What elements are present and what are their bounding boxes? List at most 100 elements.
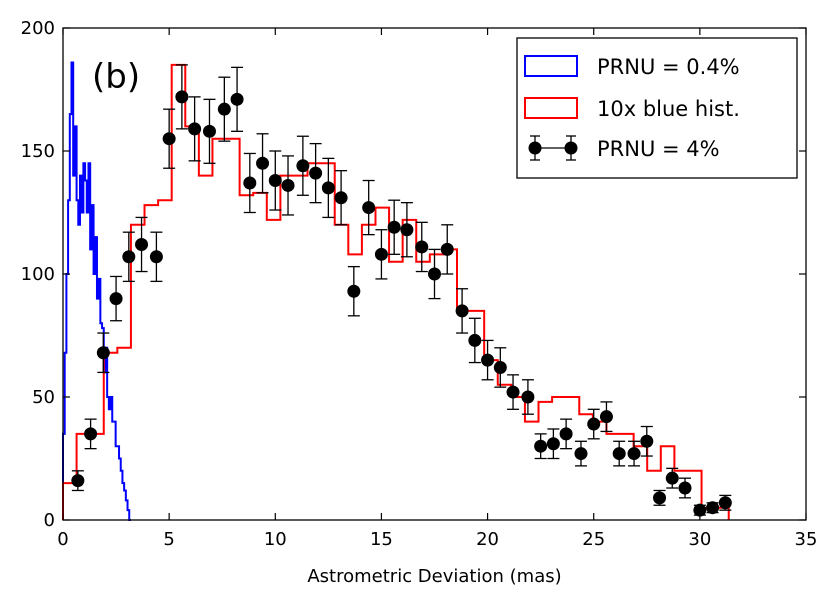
legend-swatch bbox=[528, 135, 578, 161]
data-point bbox=[481, 339, 495, 381]
legend-label: PRNU = 4% bbox=[597, 137, 720, 161]
point-marker bbox=[665, 471, 679, 485]
data-point bbox=[546, 428, 560, 460]
legend-box bbox=[516, 37, 798, 179]
data-point bbox=[455, 288, 469, 334]
data-point bbox=[135, 216, 149, 273]
point-marker bbox=[455, 304, 469, 318]
legend-marker bbox=[528, 141, 542, 155]
y-tick-label: 0 bbox=[44, 510, 55, 531]
x-tick-label: 20 bbox=[476, 529, 499, 550]
point-marker bbox=[296, 159, 310, 173]
data-point bbox=[202, 98, 216, 164]
point-marker bbox=[693, 503, 707, 517]
x-tick-label: 25 bbox=[582, 529, 605, 550]
data-point bbox=[627, 440, 641, 467]
point-marker bbox=[256, 156, 270, 170]
point-marker bbox=[202, 124, 216, 138]
point-marker bbox=[627, 447, 641, 461]
data-point bbox=[321, 157, 335, 219]
point-marker bbox=[640, 434, 654, 448]
data-point bbox=[162, 108, 176, 169]
data-point bbox=[230, 66, 244, 132]
point-marker bbox=[230, 92, 244, 106]
point-marker bbox=[188, 122, 202, 136]
point-marker bbox=[162, 132, 176, 146]
point-marker bbox=[175, 90, 189, 104]
legend-marker bbox=[564, 141, 578, 155]
x-tick-label: 0 bbox=[57, 529, 68, 550]
point-marker bbox=[387, 220, 401, 234]
x-tick-label: 15 bbox=[370, 529, 393, 550]
point-marker bbox=[653, 491, 667, 505]
data-point bbox=[296, 135, 310, 196]
point-marker bbox=[109, 292, 123, 306]
data-point bbox=[334, 170, 348, 226]
data-point bbox=[506, 374, 520, 410]
y-tick-label: 200 bbox=[21, 18, 55, 39]
point-marker bbox=[534, 439, 548, 453]
data-point bbox=[534, 433, 548, 460]
data-point bbox=[387, 199, 401, 255]
point-marker bbox=[559, 427, 573, 441]
series-blue-histogram bbox=[62, 61, 131, 521]
data-point bbox=[468, 317, 482, 364]
point-marker bbox=[440, 242, 454, 256]
point-marker bbox=[243, 176, 257, 190]
point-marker bbox=[574, 447, 588, 461]
data-point bbox=[188, 96, 202, 162]
point-marker bbox=[334, 191, 348, 205]
legend-swatch bbox=[524, 55, 578, 77]
data-point bbox=[122, 231, 136, 283]
legend-swatch bbox=[524, 97, 578, 119]
point-marker bbox=[135, 237, 149, 251]
data-point bbox=[678, 477, 692, 499]
point-marker bbox=[612, 447, 626, 461]
x-tick-label: 10 bbox=[264, 529, 287, 550]
point-marker bbox=[415, 240, 429, 254]
data-point bbox=[374, 229, 388, 280]
point-marker bbox=[268, 174, 282, 188]
data-point bbox=[256, 133, 270, 194]
y-tick-label: 50 bbox=[32, 387, 55, 408]
point-marker bbox=[281, 178, 295, 192]
point-marker bbox=[678, 481, 692, 495]
point-marker bbox=[587, 417, 601, 431]
point-marker bbox=[599, 410, 613, 424]
point-marker bbox=[718, 496, 732, 510]
x-tick-label: 30 bbox=[688, 529, 711, 550]
point-marker bbox=[428, 267, 441, 281]
data-point bbox=[653, 489, 667, 506]
data-point bbox=[309, 142, 323, 204]
point-marker bbox=[481, 353, 495, 367]
data-point bbox=[559, 418, 573, 450]
point-marker bbox=[546, 437, 560, 451]
data-point bbox=[268, 150, 282, 211]
data-point bbox=[415, 221, 429, 273]
point-marker bbox=[149, 250, 163, 264]
data-point bbox=[574, 440, 588, 467]
data-point bbox=[587, 408, 601, 440]
data-point bbox=[109, 275, 123, 322]
point-marker bbox=[217, 102, 231, 116]
data-point bbox=[440, 224, 454, 275]
axis-ticks: 0 5 10 15 20 25 30 35 0 50 100 150 200 bbox=[21, 18, 818, 550]
point-marker bbox=[468, 333, 482, 347]
data-point bbox=[84, 418, 98, 450]
x-tick-label: 5 bbox=[163, 529, 174, 550]
data-point bbox=[96, 332, 110, 374]
plot-content bbox=[62, 61, 732, 521]
point-marker bbox=[321, 181, 335, 195]
data-point bbox=[362, 179, 376, 236]
data-point bbox=[281, 155, 295, 216]
y-tick-label: 150 bbox=[21, 141, 55, 162]
panel-label: (b) bbox=[92, 57, 140, 97]
legend: PRNU = 0.4% 10x blue hist. PRNU = 4% bbox=[516, 37, 798, 179]
data-point bbox=[71, 470, 85, 492]
point-marker bbox=[706, 501, 720, 515]
point-marker bbox=[493, 360, 507, 374]
point-marker bbox=[506, 385, 520, 399]
data-point bbox=[718, 494, 732, 511]
x-axis-label: Astrometric Deviation (mas) bbox=[307, 566, 561, 587]
